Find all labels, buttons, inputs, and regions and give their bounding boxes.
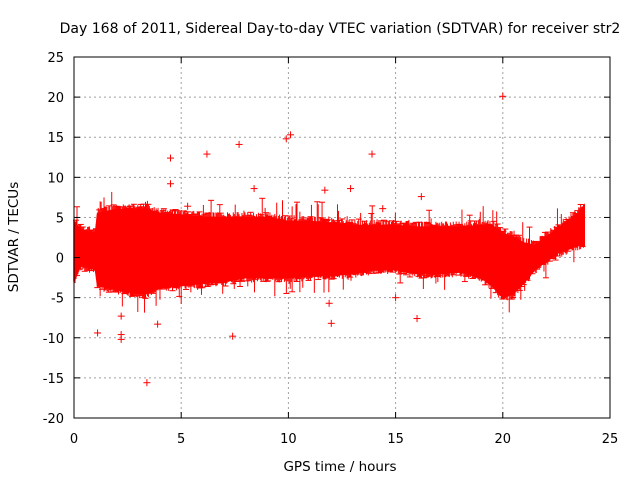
y-tick-label: -10 (43, 332, 64, 347)
y-tick-label: 25 (47, 51, 64, 66)
y-tick-label: -15 (43, 372, 64, 387)
outlier-point (203, 150, 211, 158)
outlier-point (347, 185, 355, 193)
y-tick-label: 20 (47, 91, 64, 106)
plot-frame (73, 56, 611, 419)
outlier-point (229, 332, 237, 340)
axis-ticks: 0 5 10 15 20 25 -20 -15 -10 -5 0 5 10 15 20 25 (43, 51, 619, 447)
outlier-point (143, 379, 151, 387)
x-axis-label: GPS time / hours (283, 459, 396, 475)
x-tick-label: 25 (602, 432, 619, 447)
outlier-point (282, 135, 290, 143)
outlier-point (392, 294, 400, 302)
y-tick-label: -5 (51, 292, 64, 307)
outlier-point (417, 193, 425, 201)
outlier-point (327, 319, 335, 327)
y-axis-label: SDTVAR / TECUs (6, 182, 22, 292)
outlier-point (250, 185, 258, 193)
outlier-point (321, 186, 329, 194)
outlier-point (325, 299, 333, 307)
y-tick-label: 15 (47, 131, 64, 146)
outlier-point (117, 335, 125, 343)
outlier-point (154, 320, 162, 328)
data-points (73, 92, 586, 387)
x-tick-label: 0 (70, 432, 78, 447)
outlier-point (184, 202, 192, 210)
x-tick-label: 15 (387, 432, 404, 447)
outlier-point (166, 154, 174, 162)
chart-title: Day 168 of 2011, Sidereal Day-to-day VTE… (60, 21, 621, 37)
outlier-point (413, 315, 421, 323)
outlier-point (166, 180, 174, 188)
outlier-point (368, 150, 376, 158)
x-tick-label: 5 (177, 432, 185, 447)
y-tick-label: 0 (56, 252, 64, 267)
y-tick-label: 5 (56, 211, 64, 226)
y-tick-label: -20 (43, 412, 64, 427)
y-tick-label: 10 (47, 171, 64, 186)
outlier-point (235, 140, 243, 148)
outlier-point (94, 329, 102, 337)
x-tick-label: 10 (280, 432, 297, 447)
outlier-point (499, 92, 507, 100)
outlier-point (379, 205, 387, 213)
outlier-point (117, 312, 125, 320)
x-tick-label: 20 (495, 432, 512, 447)
outlier-point (287, 131, 295, 139)
